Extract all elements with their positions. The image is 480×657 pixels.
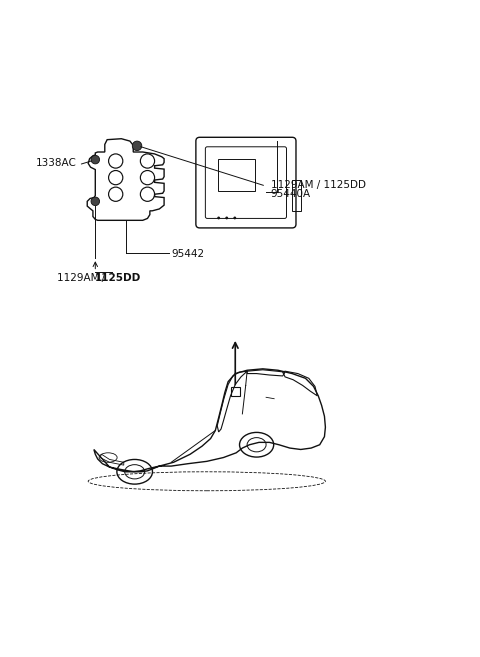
Bar [230, 388, 240, 396]
Text: 1125DD: 1125DD [96, 273, 142, 283]
Circle shape [132, 141, 142, 150]
Circle shape [91, 155, 99, 164]
Text: 95442: 95442 [171, 248, 204, 259]
Circle shape [91, 197, 99, 206]
Text: 1338AC: 1338AC [36, 158, 77, 168]
Circle shape [233, 217, 236, 219]
Bar [292, 180, 301, 211]
Text: 95440A: 95440A [271, 189, 311, 199]
Text: 1129AM /: 1129AM / [57, 273, 106, 283]
Circle shape [217, 217, 220, 219]
Bar [218, 158, 255, 191]
Circle shape [225, 217, 228, 219]
Text: 1129AM / 1125DD: 1129AM / 1125DD [271, 180, 366, 191]
